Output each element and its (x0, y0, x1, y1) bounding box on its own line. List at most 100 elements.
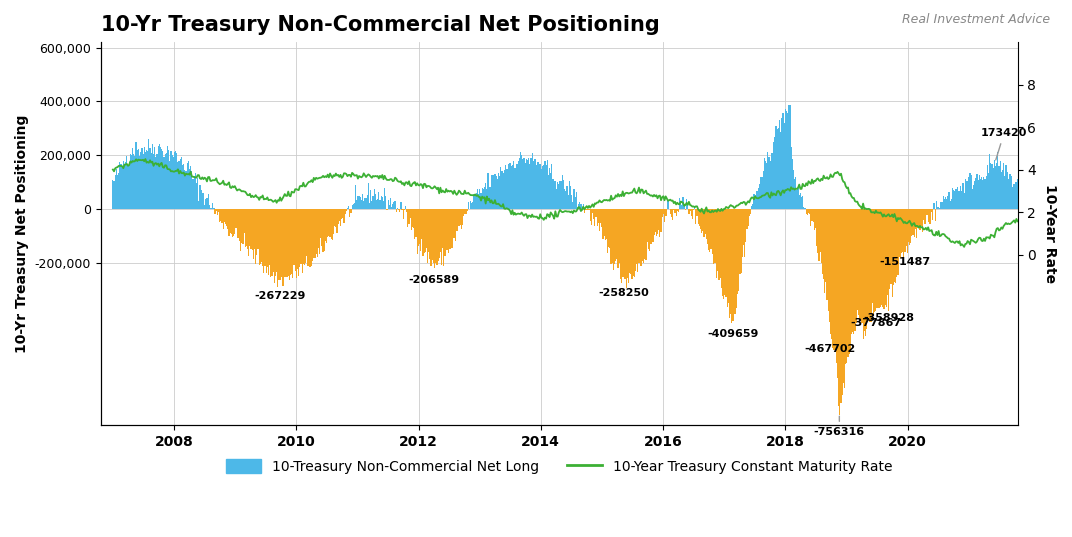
Bar (1013, 184, 1015, 209)
Bar (161, 149, 162, 209)
Bar (495, 176, 496, 209)
Bar (437, 209, 438, 262)
Bar (442, 209, 444, 248)
Bar (614, 209, 615, 264)
Bar (659, 209, 660, 237)
Bar (187, 163, 188, 209)
Bar (130, 154, 131, 209)
Bar (887, 209, 888, 295)
Bar (191, 171, 193, 209)
Bar (116, 169, 117, 209)
Bar (986, 165, 988, 209)
Bar (204, 205, 205, 209)
Bar (542, 166, 544, 209)
Bar (343, 209, 344, 222)
Bar (598, 209, 599, 223)
Bar (478, 194, 479, 209)
Bar (968, 177, 969, 209)
Bar (980, 178, 981, 209)
Bar (599, 209, 600, 231)
Bar (433, 209, 434, 263)
Bar (347, 208, 348, 209)
Bar (274, 209, 277, 277)
Bar (604, 209, 605, 236)
Bar (842, 209, 843, 395)
Bar (391, 207, 392, 209)
Bar (994, 159, 995, 209)
Bar (962, 191, 963, 209)
Bar (702, 209, 703, 231)
Bar (922, 209, 923, 232)
Bar (242, 209, 243, 244)
Bar (309, 209, 310, 267)
Bar (253, 209, 254, 259)
Bar (759, 184, 760, 209)
Bar (600, 209, 601, 223)
Bar (622, 209, 623, 277)
Bar (891, 209, 892, 284)
Bar (803, 207, 804, 209)
Bar (897, 209, 898, 275)
Bar (687, 205, 688, 209)
Bar (642, 209, 643, 260)
Bar (814, 209, 815, 230)
Bar (443, 209, 445, 266)
Bar (447, 209, 448, 250)
Bar (575, 198, 576, 209)
Bar (877, 209, 878, 308)
Bar (836, 209, 837, 363)
Bar (143, 155, 144, 209)
Bar (464, 209, 465, 214)
Bar (900, 209, 902, 253)
Bar (678, 209, 679, 212)
Bar (252, 209, 253, 250)
Bar (1007, 172, 1008, 209)
Bar (592, 209, 593, 213)
Bar (142, 148, 143, 209)
Bar (195, 173, 196, 209)
Bar (896, 209, 897, 277)
Bar (362, 194, 363, 209)
Bar (613, 209, 614, 270)
Bar (577, 207, 578, 209)
Bar (234, 209, 236, 234)
Text: 10-Yr Treasury Non-Commercial Net Positioning: 10-Yr Treasury Non-Commercial Net Positi… (101, 15, 659, 35)
Bar (894, 209, 895, 281)
Bar (769, 157, 770, 209)
Bar (189, 169, 190, 209)
Bar (930, 209, 933, 212)
Bar (333, 209, 334, 234)
Bar (233, 209, 235, 236)
Bar (646, 209, 647, 242)
Bar (680, 201, 682, 209)
Bar (243, 209, 244, 234)
Bar (585, 209, 586, 210)
Bar (712, 209, 713, 254)
Bar (665, 209, 667, 216)
Bar (289, 209, 292, 275)
Bar (683, 197, 684, 209)
Bar (561, 181, 562, 209)
Bar (620, 209, 621, 279)
Bar (937, 207, 938, 209)
Bar (831, 209, 832, 339)
Bar (355, 185, 356, 209)
Bar (675, 209, 676, 215)
Bar (461, 209, 462, 229)
Bar (518, 161, 519, 209)
Bar (509, 163, 510, 209)
Bar (690, 209, 691, 215)
Bar (762, 171, 764, 209)
Bar (906, 209, 907, 246)
Bar (997, 153, 998, 209)
Bar (279, 209, 280, 280)
Bar (858, 209, 859, 315)
Bar (121, 168, 123, 209)
Bar (450, 209, 451, 249)
Bar (329, 209, 330, 237)
Bar (652, 209, 654, 242)
Bar (927, 209, 928, 222)
Bar (511, 165, 513, 209)
Bar (889, 209, 891, 289)
Bar (733, 209, 734, 314)
